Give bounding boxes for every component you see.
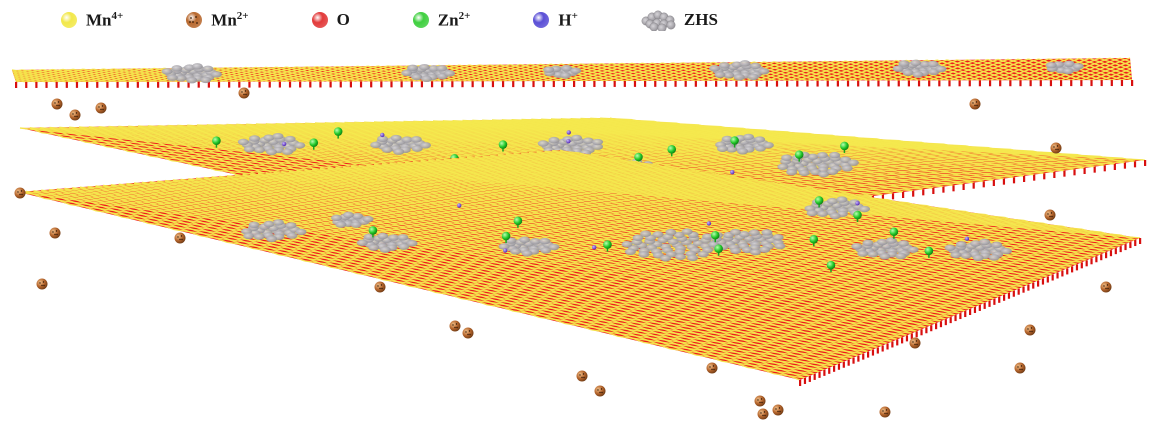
legend-item-zn2: Zn2+ bbox=[412, 10, 471, 31]
legend-label-base: Mn bbox=[211, 10, 237, 30]
mn2-ion bbox=[51, 98, 63, 110]
mn2-ion bbox=[576, 370, 588, 382]
bottom-layer-zinc-ions bbox=[368, 196, 934, 273]
mn2-ion bbox=[754, 395, 766, 407]
legend-label-charge: 2+ bbox=[458, 9, 471, 22]
legend-item-zhs: ZHS bbox=[640, 9, 718, 31]
legend-label-h: H+ bbox=[558, 10, 578, 31]
mn2-ion bbox=[14, 187, 26, 199]
legend-label-o: O bbox=[337, 10, 350, 30]
legend-item-mn2: Mn2+ bbox=[185, 10, 249, 31]
legend-label-zhs: ZHS bbox=[684, 10, 718, 30]
mn2-ion bbox=[1024, 324, 1036, 336]
mn2-ion bbox=[238, 87, 250, 99]
mn2-ion bbox=[594, 385, 606, 397]
legend-item-mn4: Mn4+ bbox=[60, 10, 123, 31]
legend-label-charge: 2+ bbox=[236, 9, 249, 22]
mn2-ion bbox=[772, 404, 784, 416]
mn2-ion bbox=[36, 278, 48, 290]
legend-label-base: Zn bbox=[437, 10, 459, 30]
legend-item-o: O bbox=[311, 10, 350, 30]
bottom-layer-oxygen-atoms bbox=[799, 238, 1142, 386]
mn2-ion bbox=[174, 232, 186, 244]
o-symbol-icon bbox=[311, 12, 328, 28]
legend: Mn4+ Mn2+ O Zn2+ H+ ZHS bbox=[60, 6, 718, 34]
mn2-ion bbox=[1044, 209, 1056, 221]
zn2-symbol-icon bbox=[412, 12, 429, 28]
mn2-symbol-icon bbox=[186, 12, 203, 28]
mn2-ion bbox=[706, 362, 718, 374]
mn2-ion bbox=[1014, 362, 1026, 374]
legend-label-charge: 4+ bbox=[111, 9, 124, 22]
legend-label-charge: + bbox=[571, 9, 578, 22]
legend-item-h: H+ bbox=[532, 10, 578, 31]
mn2-ion bbox=[69, 109, 81, 121]
mn2-ion bbox=[462, 327, 474, 339]
mn2-ion bbox=[879, 406, 891, 418]
h-symbol-icon bbox=[533, 12, 550, 28]
mn2-ion bbox=[757, 408, 769, 420]
mn2-ion bbox=[95, 102, 107, 114]
mn4-symbol-icon bbox=[61, 12, 77, 28]
mn2-ion bbox=[449, 320, 461, 332]
bottom-layer-zhs-deposits bbox=[241, 196, 1012, 262]
legend-label-base: O bbox=[336, 10, 350, 29]
bottom-layer-mn-lattice bbox=[17, 149, 1141, 381]
mn2-ion bbox=[49, 227, 61, 239]
top-layer-zhs-deposits bbox=[161, 59, 1084, 84]
bottom-layer-proton-ions bbox=[457, 201, 970, 253]
mn2-ion bbox=[909, 337, 921, 349]
mn2-ion bbox=[374, 281, 386, 293]
mn2-ion bbox=[1100, 281, 1112, 293]
mn2-ion bbox=[969, 98, 981, 110]
top-layer bbox=[11, 57, 1134, 88]
middle-layer-proton-ions bbox=[281, 130, 735, 175]
bottom-layer bbox=[17, 149, 1142, 386]
zhs-symbol-icon bbox=[641, 10, 676, 31]
legend-label-base: ZHS bbox=[683, 10, 718, 29]
legend-label-base: H bbox=[558, 10, 572, 30]
legend-label-zn2: Zn2+ bbox=[438, 10, 471, 31]
legend-label-mn2: Mn2+ bbox=[211, 10, 248, 31]
legend-label-base: Mn bbox=[86, 10, 112, 30]
legend-label-mn4: Mn4+ bbox=[86, 10, 123, 31]
top-layer-oxygen-atoms bbox=[15, 80, 1134, 88]
mn2-ion bbox=[1050, 142, 1062, 154]
